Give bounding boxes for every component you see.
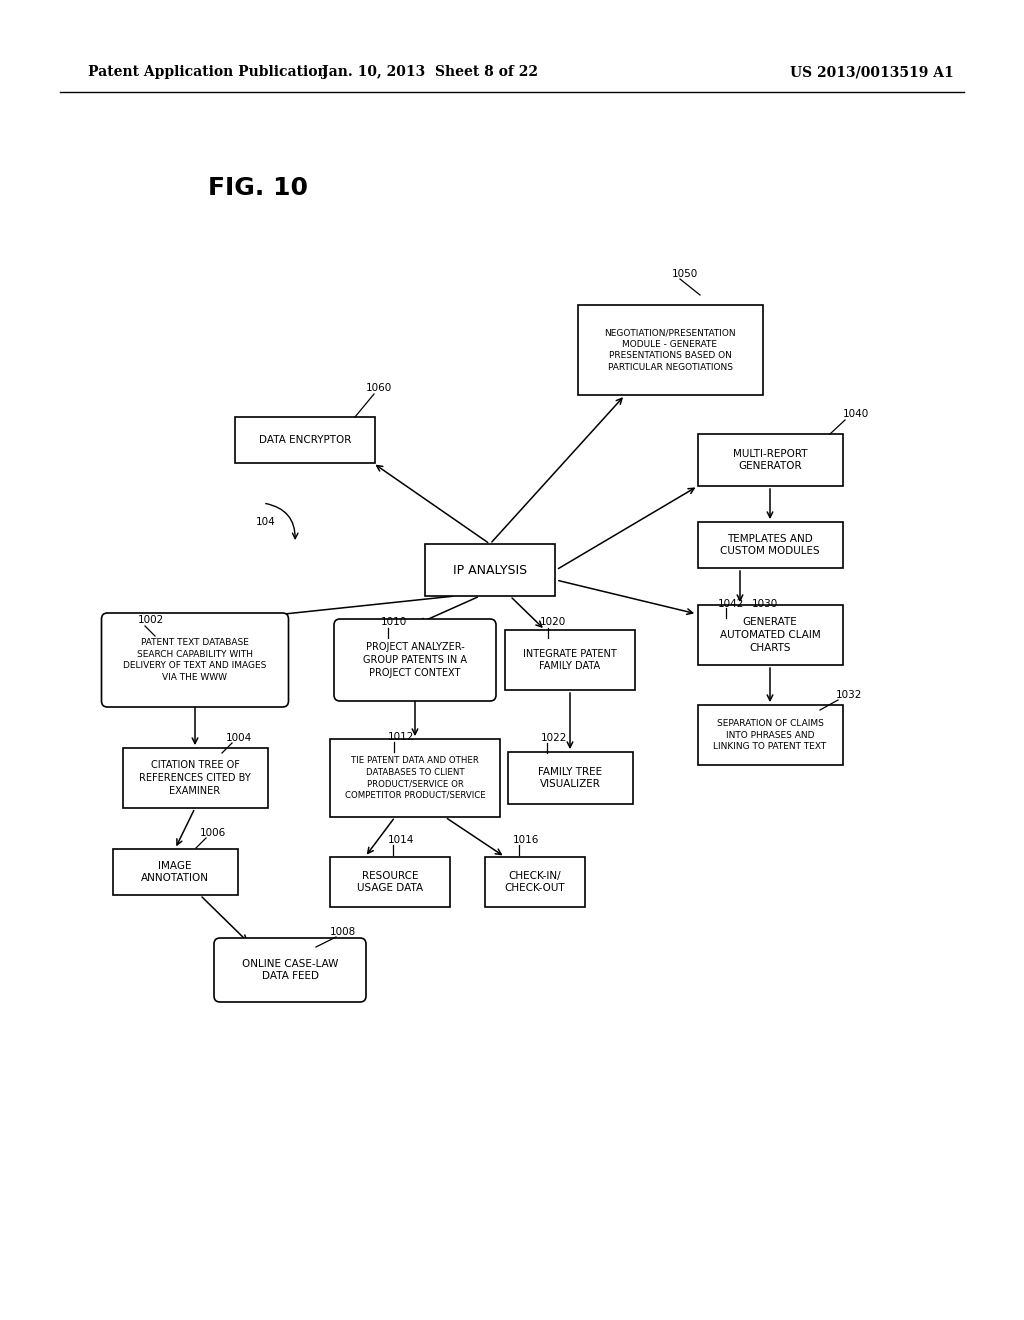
- Text: 1014: 1014: [388, 836, 415, 845]
- FancyBboxPatch shape: [508, 752, 633, 804]
- Text: 104: 104: [256, 517, 275, 527]
- Text: PROJECT ANALYZER-
GROUP PATENTS IN A
PROJECT CONTEXT: PROJECT ANALYZER- GROUP PATENTS IN A PRO…: [362, 643, 467, 677]
- Text: 1050: 1050: [672, 269, 698, 279]
- FancyBboxPatch shape: [113, 849, 238, 895]
- FancyBboxPatch shape: [697, 705, 843, 766]
- Text: Patent Application Publication: Patent Application Publication: [88, 65, 328, 79]
- FancyBboxPatch shape: [697, 605, 843, 665]
- Text: FAMILY TREE
VISUALIZER: FAMILY TREE VISUALIZER: [538, 767, 602, 789]
- FancyBboxPatch shape: [578, 305, 763, 395]
- Text: DATA ENCRYPTOR: DATA ENCRYPTOR: [259, 436, 351, 445]
- Text: US 2013/0013519 A1: US 2013/0013519 A1: [790, 65, 953, 79]
- Text: 1010: 1010: [381, 616, 408, 627]
- Text: TIE PATENT DATA AND OTHER
DATABASES TO CLIENT
PRODUCT/SERVICE OR
COMPETITOR PROD: TIE PATENT DATA AND OTHER DATABASES TO C…: [345, 756, 485, 800]
- FancyBboxPatch shape: [234, 417, 375, 463]
- Text: PATENT TEXT DATABASE
SEARCH CAPABILITY WITH
DELIVERY OF TEXT AND IMAGES
VIA THE : PATENT TEXT DATABASE SEARCH CAPABILITY W…: [123, 639, 266, 681]
- FancyBboxPatch shape: [101, 612, 289, 708]
- FancyBboxPatch shape: [330, 739, 500, 817]
- Text: SEPARATION OF CLAIMS
INTO PHRASES AND
LINKING TO PATENT TEXT: SEPARATION OF CLAIMS INTO PHRASES AND LI…: [714, 719, 826, 751]
- FancyBboxPatch shape: [505, 630, 635, 690]
- Text: FIG. 10: FIG. 10: [208, 176, 308, 201]
- Text: 1032: 1032: [836, 690, 862, 700]
- Text: 1004: 1004: [226, 733, 252, 743]
- FancyBboxPatch shape: [334, 619, 496, 701]
- Text: CHECK-IN/
CHECK-OUT: CHECK-IN/ CHECK-OUT: [505, 871, 565, 894]
- Text: MULTI-REPORT
GENERATOR: MULTI-REPORT GENERATOR: [733, 449, 807, 471]
- Text: IP ANALYSIS: IP ANALYSIS: [453, 564, 527, 577]
- Text: 1012: 1012: [388, 733, 415, 742]
- FancyBboxPatch shape: [330, 857, 450, 907]
- Text: INTEGRATE PATENT
FAMILY DATA: INTEGRATE PATENT FAMILY DATA: [523, 648, 616, 672]
- Text: 1020: 1020: [540, 616, 566, 627]
- Text: RESOURCE
USAGE DATA: RESOURCE USAGE DATA: [357, 871, 423, 894]
- Text: 1016: 1016: [513, 836, 540, 845]
- FancyBboxPatch shape: [123, 748, 267, 808]
- Text: CITATION TREE OF
REFERENCES CITED BY
EXAMINER: CITATION TREE OF REFERENCES CITED BY EXA…: [139, 760, 251, 796]
- FancyBboxPatch shape: [697, 434, 843, 486]
- Text: ONLINE CASE-LAW
DATA FEED: ONLINE CASE-LAW DATA FEED: [242, 958, 338, 981]
- Text: 1006: 1006: [200, 828, 226, 838]
- FancyBboxPatch shape: [425, 544, 555, 597]
- Text: GENERATE
AUTOMATED CLAIM
CHARTS: GENERATE AUTOMATED CLAIM CHARTS: [720, 618, 820, 653]
- Text: 1008: 1008: [330, 927, 356, 937]
- Text: IMAGE
ANNOTATION: IMAGE ANNOTATION: [141, 861, 209, 883]
- Text: TEMPLATES AND
CUSTOM MODULES: TEMPLATES AND CUSTOM MODULES: [720, 533, 820, 557]
- FancyBboxPatch shape: [214, 939, 366, 1002]
- Text: 1002: 1002: [138, 615, 164, 624]
- Text: NEGOTIATION/PRESENTATION
MODULE - GENERATE
PRESENTATIONS BASED ON
PARTICULAR NEG: NEGOTIATION/PRESENTATION MODULE - GENERA…: [604, 329, 736, 372]
- Text: 1022: 1022: [541, 733, 567, 743]
- FancyBboxPatch shape: [697, 521, 843, 568]
- FancyBboxPatch shape: [485, 857, 585, 907]
- Text: 1060: 1060: [366, 383, 392, 393]
- Text: 1030: 1030: [752, 599, 778, 609]
- Text: 1040: 1040: [843, 409, 869, 418]
- Text: Jan. 10, 2013  Sheet 8 of 22: Jan. 10, 2013 Sheet 8 of 22: [322, 65, 538, 79]
- Text: 1042: 1042: [718, 599, 744, 609]
